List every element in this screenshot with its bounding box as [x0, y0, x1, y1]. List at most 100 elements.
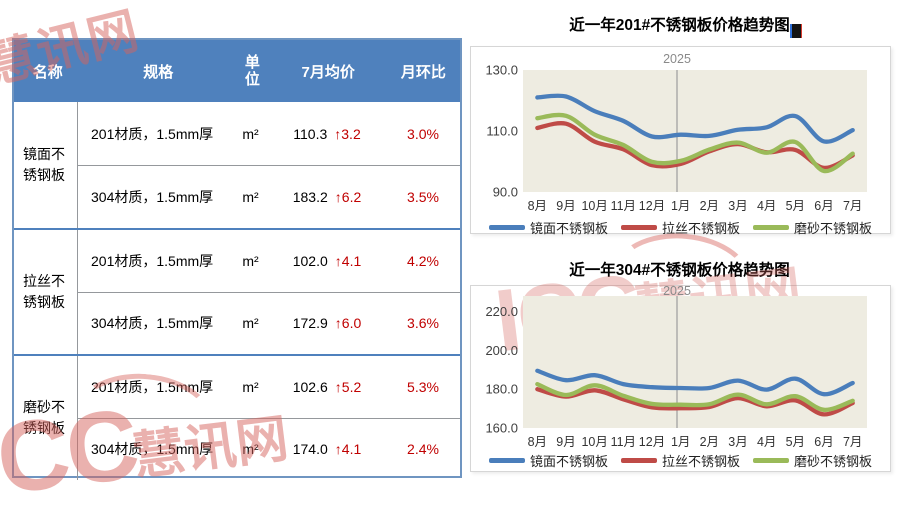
table-row: 304材质，1.5mm厚 m² 174.0 ↑4.1 2.4%	[78, 417, 460, 480]
table-group: 拉丝不锈钢板 201材质，1.5mm厚 m² 102.0 ↑4.1 4.2% 304材质，1…	[14, 228, 460, 354]
x-tick-label: 10月	[581, 435, 607, 449]
x-tick-label: 6月	[814, 199, 833, 213]
series-line-镜面不锈钢板	[535, 368, 855, 397]
spec-cell: 304材质，1.5mm厚	[91, 441, 214, 458]
chart-304-title: 近一年304#不锈钢板价格趋势图	[569, 262, 790, 279]
legend-item: 拉丝不锈钢板	[620, 218, 740, 237]
chart-201-title: 近一年201#不锈钢板价格趋势图	[569, 17, 790, 34]
product-name-cell: 镜面不锈钢板	[14, 102, 78, 228]
price-cell: 110.3 ↑3.2	[268, 126, 386, 142]
price-change-up: ↑5.2	[334, 378, 362, 395]
x-tick-label: 5月	[786, 435, 805, 449]
price-change-up: ↑6.0	[334, 315, 362, 332]
spec-cell: 201材质，1.5mm厚	[91, 252, 214, 269]
mom-cell: 5.3%	[407, 378, 439, 395]
spec-cell: 304材质，1.5mm厚	[91, 189, 214, 205]
y-tick-label: 90.0	[493, 185, 518, 200]
x-tick-label: 8月	[528, 199, 547, 213]
year-divider-label: 2025	[663, 52, 691, 66]
table-row: 201材质，1.5mm厚 m² 110.3 ↑3.2 3.0%	[78, 102, 460, 165]
table-body: 镜面不锈钢板 201材质，1.5mm厚 m² 110.3 ↑3.2 3.0% 304材质，1…	[14, 102, 460, 480]
mom-cell: 2.4%	[407, 441, 439, 458]
price-cell: 102.6 ↑5.2	[268, 379, 386, 395]
group-rows: 201材质，1.5mm厚 m² 110.3 ↑3.2 3.0% 304材质，1.5mm厚 m…	[78, 102, 460, 228]
x-tick-label: 3月	[728, 199, 747, 213]
header-month-on-month: 月环比	[400, 63, 446, 81]
chart-legend: 镜面不锈钢板 拉丝不锈钢板 磨砂不锈钢板	[471, 451, 890, 470]
y-tick-label: 110.0	[486, 124, 518, 139]
product-name-cell: 拉丝不锈钢板	[14, 230, 78, 354]
table-header-row: 名称 规格 单位 7月均价 月环比	[14, 40, 460, 102]
table-row: 304材质，1.5mm厚 m² 183.2 ↑6.2 3.5%	[78, 165, 460, 228]
legend-label: 镜面不锈钢板	[529, 454, 608, 469]
price-value: 110.3	[293, 125, 328, 142]
spec-cell: 201材质，1.5mm厚	[91, 125, 214, 142]
table-row: 201材质，1.5mm厚 m² 102.6 ↑5.2 5.3%	[78, 356, 460, 418]
table-group: 镜面不锈钢板 201材质，1.5mm厚 m² 110.3 ↑3.2 3.0% 304材质，1…	[14, 102, 460, 228]
price-cell: 102.0 ↑4.1	[268, 253, 386, 269]
header-name: 名称	[32, 63, 63, 81]
series-line-磨砂不锈钢板	[535, 381, 855, 412]
price-change-up: ↑6.2	[334, 189, 362, 205]
y-tick-label: 130.0	[485, 63, 518, 78]
legend-swatch-icon	[620, 458, 657, 463]
x-tick-label: 11月	[611, 435, 636, 449]
x-tick-label: 3月	[728, 435, 747, 449]
price-change-up: ↑3.2	[334, 125, 361, 142]
legend-label: 磨砂不锈钢板	[794, 221, 873, 236]
unit-cell: m²	[242, 441, 259, 458]
unit-cell: m²	[242, 252, 259, 269]
year-divider-label: 2025	[663, 286, 691, 298]
x-tick-label: 12月	[639, 435, 665, 449]
legend-swatch-icon	[753, 458, 789, 463]
price-change-up: ↑4.1	[334, 441, 362, 458]
legend-swatch-icon	[488, 458, 525, 463]
x-tick-label: 4月	[757, 435, 776, 449]
legend-swatch-icon	[620, 225, 657, 230]
legend-item: 拉丝不锈钢板	[620, 451, 740, 470]
chart-legend: 镜面不锈钢板 拉丝不锈钢板 磨砂不锈钢板	[471, 218, 890, 237]
header-unit: 单位	[244, 53, 260, 88]
price-cell: 183.2 ↑6.2	[268, 189, 386, 205]
chart-canvas: 90.0 110.0 130.0 2025 8月 9月 10月 11月 12月 1月 2月 3月 4月 5…	[485, 52, 867, 213]
x-tick-label: 9月	[556, 199, 575, 213]
legend-swatch-icon	[488, 225, 525, 230]
mom-cell: 4.2%	[407, 252, 439, 269]
y-tick-label: 220.0	[485, 304, 518, 319]
unit-cell: m²	[242, 189, 259, 205]
series-line-拉丝不锈钢板	[535, 121, 855, 171]
x-tick-label: 8月	[528, 435, 547, 449]
title-marker-icon	[790, 24, 802, 38]
spec-cell: 201材质，1.5mm厚	[91, 378, 214, 395]
group-rows: 201材质，1.5mm厚 m² 102.6 ↑5.2 5.3% 304材质，1.5mm厚 m…	[78, 356, 460, 480]
series-line-镜面不锈钢板	[535, 93, 855, 144]
y-tick-label: 160.0	[485, 421, 518, 436]
x-tick-label: 12月	[639, 199, 665, 213]
price-table: 名称 规格 单位 7月均价 月环比 镜面不锈钢板 201材质，1.5mm厚 m² 11…	[12, 38, 462, 480]
x-tick-label: 7月	[843, 435, 862, 449]
series-line-拉丝不锈钢板	[535, 387, 855, 417]
chart-304-trend: 160.0 180.0 200.0 220.0 2025 8月 9月 10月 11月 12月 1月 2…	[470, 285, 891, 472]
x-tick-label: 2月	[700, 435, 719, 449]
chart-201-trend: 90.0 110.0 130.0 2025 8月 9月 10月 11月 12月 1月 2月 3月 4月 5…	[470, 46, 891, 237]
table-row: 201材质，1.5mm厚 m² 102.0 ↑4.1 4.2%	[78, 230, 460, 292]
price-value: 102.0	[292, 252, 328, 269]
legend-label: 拉丝不锈钢板	[661, 221, 740, 236]
table-row: 304材质，1.5mm厚 m² 172.9 ↑6.0 3.6%	[78, 291, 460, 354]
mom-cell: 3.0%	[407, 125, 439, 142]
legend-label: 拉丝不锈钢板	[661, 454, 740, 469]
legend-item: 镜面不锈钢板	[488, 451, 608, 470]
price-value: 102.6	[292, 378, 328, 395]
x-tick-label: 9月	[556, 435, 575, 449]
price-change-up: ↑4.1	[334, 252, 362, 269]
legend-swatch-icon	[753, 225, 789, 230]
header-july-avg-price: 7月均价	[301, 63, 355, 81]
unit-cell: m²	[242, 315, 259, 332]
plot-area	[523, 70, 867, 192]
unit-cell: m²	[242, 125, 259, 142]
product-name-cell: 磨砂不锈钢板	[14, 356, 78, 480]
unit-cell: m²	[242, 378, 259, 395]
legend-label: 磨砂不锈钢板	[794, 454, 873, 469]
legend-item: 镜面不锈钢板	[488, 218, 608, 237]
mom-cell: 3.5%	[407, 189, 439, 205]
